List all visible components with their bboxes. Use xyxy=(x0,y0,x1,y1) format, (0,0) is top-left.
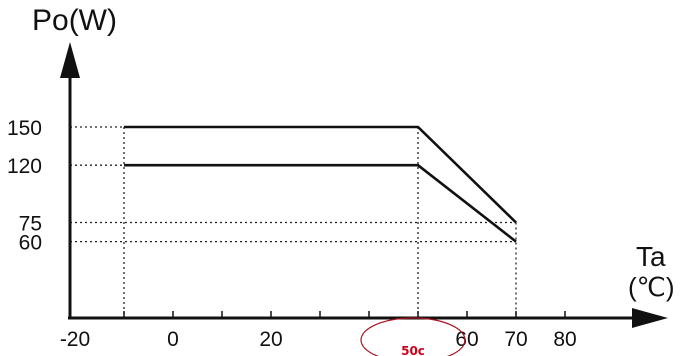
x-tick-label: 0 xyxy=(167,328,179,351)
x-axis-title: Ta xyxy=(636,241,666,272)
x-tick-label: 20 xyxy=(259,328,282,351)
axes xyxy=(60,42,668,328)
x-tick-label: -20 xyxy=(60,328,90,351)
annotation-50c: 50c xyxy=(360,317,466,356)
y-axis-title: Po(W) xyxy=(32,4,117,37)
x-axis-unit: (℃) xyxy=(628,272,675,302)
x-tick-labels: -20 0 20 60 70 80 xyxy=(60,328,577,351)
series-line-1 xyxy=(124,125,517,224)
annotation-ellipse xyxy=(360,317,466,356)
x-tick-marks xyxy=(123,311,566,318)
y-tick-label: 60 xyxy=(19,232,42,255)
x-axis-arrow xyxy=(632,308,668,328)
annotation-label: 50c xyxy=(401,344,425,356)
x-tick-label: 80 xyxy=(553,328,576,351)
x-tick-label: 60 xyxy=(455,328,478,351)
series-line-2 xyxy=(124,163,517,243)
y-tick-label: 150 xyxy=(7,117,42,140)
x-tick-label: 70 xyxy=(504,328,527,351)
y-axis-arrow xyxy=(60,42,80,78)
guide-lines xyxy=(70,126,517,318)
y-tick-label: 75 xyxy=(19,213,42,236)
series-lines xyxy=(124,125,517,243)
y-tick-label: 120 xyxy=(7,155,42,178)
